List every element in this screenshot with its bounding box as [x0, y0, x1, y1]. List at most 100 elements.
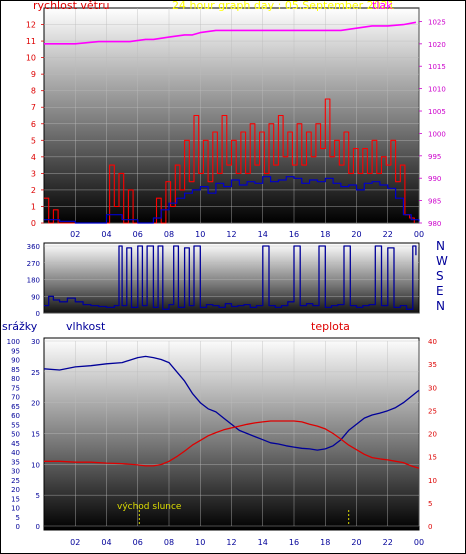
wind-y-tick-label: 10 — [26, 54, 36, 63]
direction-y-tick-label: 270 — [27, 260, 40, 268]
pressure-y-tick-label: 995 — [428, 153, 441, 161]
humidity-axis-title: vlhkost — [66, 320, 106, 333]
compass-label: S — [436, 269, 444, 283]
rain-y-tick-label: 25 — [11, 477, 20, 485]
temperature-y-tick-label: 0 — [428, 523, 432, 531]
wind-y-tick-label: 5 — [31, 136, 36, 145]
rain-y-tick-label: 95 — [11, 347, 20, 355]
temperature-y-tick-label: 5 — [428, 500, 432, 508]
compass-label: N — [436, 239, 445, 253]
wind-axis-title: rychlost větru — [33, 0, 109, 12]
series-wind_avg — [44, 176, 420, 224]
humidity-y-tick-label: 5 — [36, 492, 40, 500]
direction-y-tick-label: 180 — [27, 277, 40, 285]
temperature-y-tick-label: 15 — [428, 454, 437, 462]
temperature-axis-title: teplota — [311, 320, 350, 333]
pressure-y-tick-label: 1020 — [428, 41, 446, 49]
wind-x-tick-label: 04 — [101, 230, 111, 239]
grid-lines — [44, 8, 420, 527]
humidity-x-tick-label: 12 — [226, 538, 236, 547]
direction-y-tick-label: 360 — [27, 243, 40, 251]
rain-y-tick-label: 65 — [11, 403, 20, 411]
humidity-x-tick-label: 00 — [414, 538, 424, 547]
wind-x-tick-label: 12 — [226, 230, 236, 239]
axis-labels: 0123456789101112980985990995100010051010… — [7, 18, 448, 547]
temperature-y-tick-label: 25 — [428, 407, 437, 415]
wind-y-tick-label: 8 — [31, 87, 36, 96]
compass-label: E — [436, 284, 444, 298]
humidity-x-tick-label: 20 — [351, 538, 361, 547]
rain-y-tick-label: 0 — [16, 523, 20, 531]
rain-y-tick-label: 90 — [11, 357, 20, 365]
rain-y-tick-label: 55 — [11, 421, 20, 429]
temperature-y-tick-label: 30 — [428, 384, 437, 392]
pressure-y-tick-label: 990 — [428, 175, 441, 183]
wind-x-tick-label: 18 — [320, 230, 330, 239]
wind-y-tick-label: 0 — [31, 219, 36, 228]
wind-x-tick-label: 10 — [195, 230, 205, 239]
humidity-y-tick-label: 30 — [31, 338, 40, 346]
series-temperature — [44, 420, 420, 469]
wind-x-tick-label: 00 — [414, 230, 424, 239]
wind-y-tick-label: 12 — [26, 21, 36, 30]
series-wind_gust — [44, 98, 415, 224]
humidity-x-tick-label: 18 — [320, 538, 330, 547]
rain-y-tick-label: 70 — [11, 394, 20, 402]
humidity-y-tick-label: 0 — [36, 523, 40, 531]
pressure-y-tick-label: 985 — [428, 198, 441, 206]
rain-y-tick-label: 100 — [7, 338, 20, 346]
pressure-y-tick-label: 1005 — [428, 108, 446, 116]
wind-y-tick-label: 1 — [31, 202, 36, 211]
humidity-y-tick-label: 10 — [31, 461, 40, 469]
pressure-axis-title: tlak — [372, 0, 393, 12]
direction-y-tick-label: 90 — [31, 293, 40, 301]
page-title: 24 hour graph day : 05.September 2021 — [172, 0, 395, 12]
pressure-y-tick-label: 1025 — [428, 18, 446, 26]
temperature-y-tick-label: 40 — [428, 338, 437, 346]
humidity-x-tick-label: 06 — [133, 538, 143, 547]
rain-y-tick-label: 30 — [11, 468, 20, 476]
series-pressure — [44, 21, 417, 45]
humidity-y-tick-label: 20 — [31, 400, 40, 408]
series-humidity — [43, 355, 420, 451]
rain-y-tick-label: 50 — [11, 431, 20, 439]
pressure-y-tick-label: 1015 — [428, 63, 446, 71]
direction-y-tick-label: 0 — [36, 310, 40, 318]
rain-y-tick-label: 5 — [16, 514, 20, 522]
wind-x-tick-label: 08 — [164, 230, 174, 239]
wind-x-tick-label: 20 — [351, 230, 361, 239]
series-direction — [44, 245, 417, 310]
rain-y-tick-label: 85 — [11, 366, 20, 374]
wind-y-tick-label: 2 — [31, 186, 36, 195]
temperature-y-tick-label: 20 — [428, 431, 437, 439]
rain-y-tick-label: 60 — [11, 412, 20, 420]
wind-x-tick-label: 06 — [133, 230, 143, 239]
wind-y-tick-label: 11 — [26, 37, 36, 46]
wind-x-tick-label: 16 — [289, 230, 299, 239]
wind-y-tick-label: 3 — [31, 169, 36, 178]
rain-y-tick-label: 15 — [11, 495, 20, 503]
wind-x-tick-label: 22 — [383, 230, 393, 239]
humidity-x-tick-label: 02 — [70, 538, 80, 547]
rain-y-tick-label: 35 — [11, 458, 20, 466]
wind-y-tick-label: 4 — [31, 153, 36, 162]
humidity-x-tick-label: 22 — [383, 538, 393, 547]
rain-axis-title: srážky — [2, 320, 38, 333]
wind-y-tick-label: 9 — [31, 70, 36, 79]
humidity-x-tick-label: 08 — [164, 538, 174, 547]
rain-y-tick-label: 20 — [11, 486, 20, 494]
humidity-x-tick-label: 14 — [258, 538, 268, 547]
wind-x-tick-label: 02 — [70, 230, 80, 239]
wind-x-tick-label: 14 — [258, 230, 268, 239]
panel-direction-bg — [43, 242, 420, 314]
temperature-y-tick-label: 10 — [428, 477, 437, 485]
pressure-y-tick-label: 1010 — [428, 86, 446, 94]
rain-y-tick-label: 75 — [11, 384, 20, 392]
wind-y-tick-label: 6 — [31, 120, 36, 129]
temperature-y-tick-label: 35 — [428, 361, 437, 369]
humidity-y-tick-label: 25 — [31, 369, 40, 377]
humidity-y-tick-label: 15 — [31, 431, 40, 439]
sunrise-label: východ slunce — [117, 502, 182, 512]
